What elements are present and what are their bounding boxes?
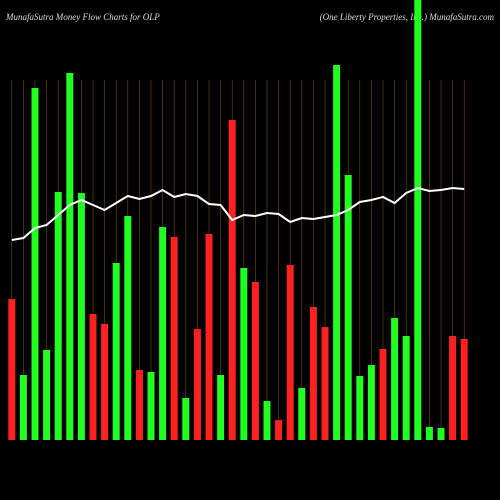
bar bbox=[205, 234, 213, 440]
bar bbox=[275, 420, 283, 440]
bar bbox=[344, 175, 352, 440]
bar bbox=[437, 428, 445, 440]
bar bbox=[217, 375, 225, 440]
bar bbox=[8, 299, 16, 440]
bar bbox=[309, 307, 317, 440]
bar bbox=[414, 0, 422, 440]
bar bbox=[135, 370, 143, 440]
chart-subtitle: (One Liberty Properties, Inc.) MunafaSut… bbox=[320, 12, 495, 22]
bar bbox=[77, 193, 85, 440]
bar bbox=[391, 318, 399, 440]
bar bbox=[460, 339, 468, 440]
bar bbox=[147, 372, 155, 440]
bar bbox=[101, 324, 109, 440]
bar bbox=[402, 336, 410, 440]
bar bbox=[298, 388, 306, 440]
bar bbox=[321, 327, 329, 440]
bar bbox=[425, 427, 433, 440]
bar bbox=[43, 350, 51, 440]
bar bbox=[449, 336, 457, 440]
bar bbox=[356, 376, 364, 440]
bar bbox=[228, 120, 236, 440]
bar bbox=[159, 227, 167, 440]
bar bbox=[333, 65, 341, 440]
bar bbox=[379, 349, 387, 440]
bar bbox=[66, 73, 74, 440]
bar bbox=[251, 282, 259, 440]
chart-title: MunafaSutra Money Flow Charts for OLP bbox=[5, 12, 160, 22]
bar bbox=[170, 237, 178, 440]
bar bbox=[286, 265, 294, 440]
bar bbox=[89, 314, 97, 440]
bar bbox=[193, 329, 201, 440]
bar bbox=[19, 375, 27, 440]
bar bbox=[112, 263, 120, 440]
bar bbox=[240, 268, 248, 440]
bar bbox=[31, 88, 39, 440]
line bbox=[11, 186, 465, 241]
bar bbox=[124, 216, 132, 440]
bar bbox=[263, 401, 271, 440]
bar bbox=[182, 398, 190, 440]
bar bbox=[54, 192, 62, 440]
bar bbox=[367, 365, 375, 440]
